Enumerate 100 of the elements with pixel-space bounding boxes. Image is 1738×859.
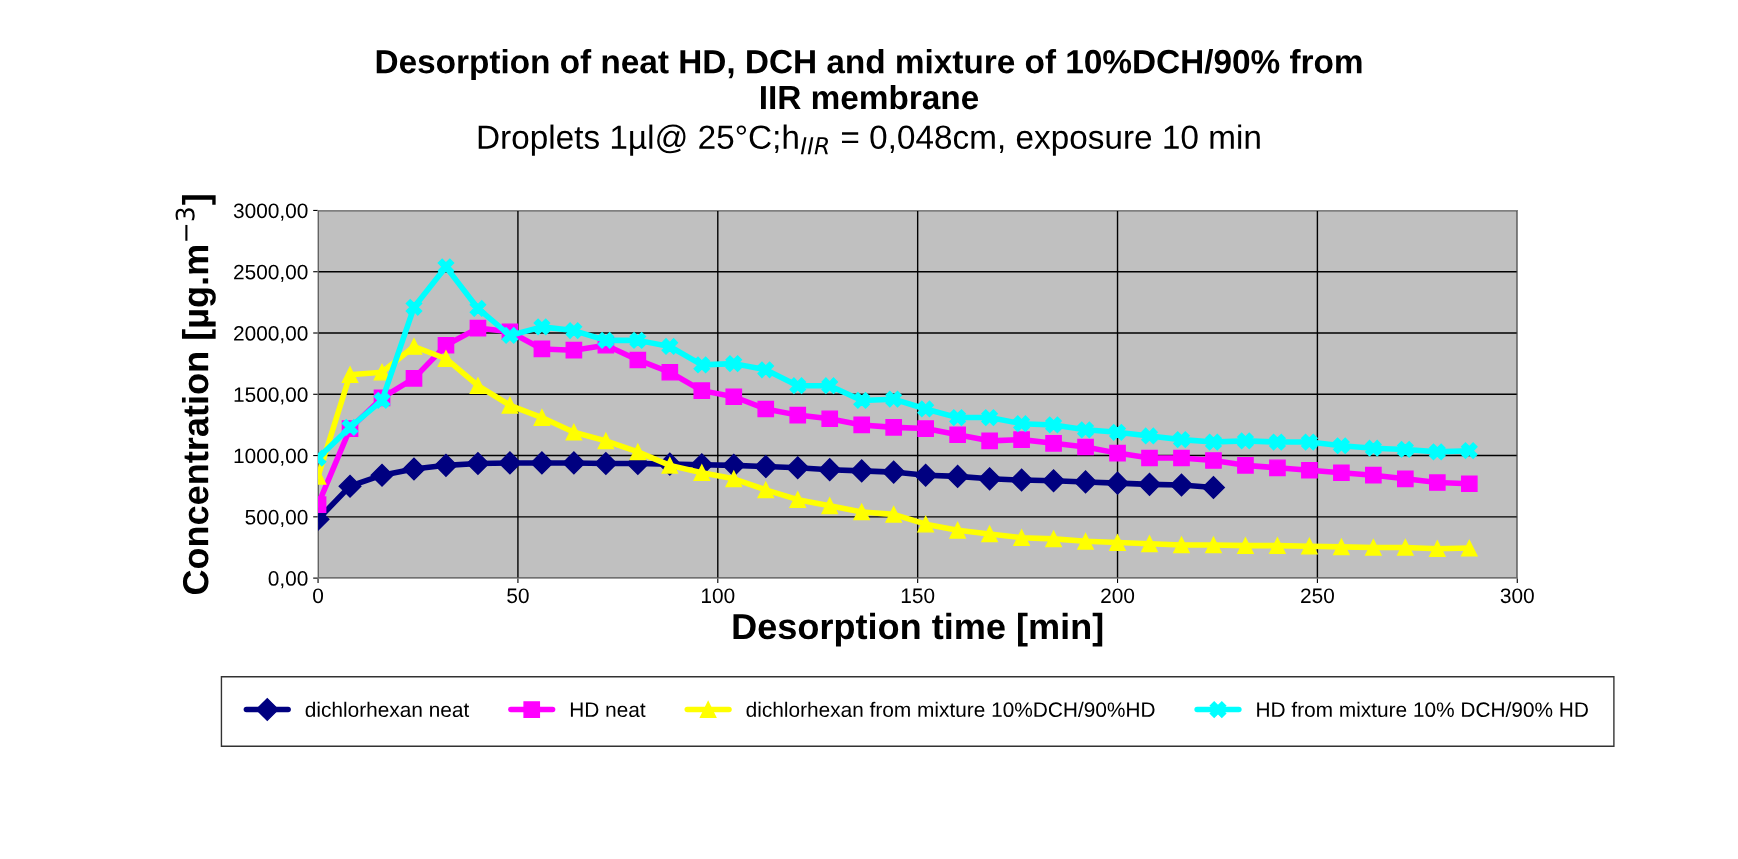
point — [725, 388, 743, 406]
point — [789, 491, 807, 509]
point — [949, 426, 966, 444]
legend-label: dichlorhexan neat — [305, 701, 470, 718]
point — [853, 416, 871, 434]
x-tick-label: 250 — [1301, 588, 1334, 604]
y-axis-title: Concentration [µg.m$^{−3}$] — [175, 195, 216, 595]
point — [914, 463, 938, 487]
point — [882, 460, 906, 484]
point — [917, 420, 934, 437]
point — [1237, 457, 1254, 474]
point — [949, 409, 966, 426]
point — [1460, 539, 1478, 557]
point — [821, 410, 839, 428]
point — [1397, 539, 1414, 556]
point — [1077, 533, 1094, 550]
point — [757, 481, 775, 499]
point — [1269, 537, 1286, 554]
point — [1269, 433, 1286, 451]
point — [1397, 441, 1414, 458]
legend-label: HD neat — [570, 702, 646, 718]
x-tick-label: 300 — [1500, 588, 1534, 604]
point — [1141, 535, 1158, 553]
point — [466, 452, 490, 476]
point — [1201, 475, 1225, 499]
point — [722, 453, 746, 477]
point — [821, 377, 839, 395]
point — [1365, 439, 1382, 457]
point — [1109, 423, 1126, 441]
point — [1237, 432, 1254, 450]
point — [1141, 427, 1158, 445]
point — [597, 432, 615, 450]
point — [501, 327, 519, 344]
point — [661, 338, 679, 355]
point — [1045, 530, 1062, 548]
point — [1205, 536, 1222, 554]
point — [1428, 474, 1446, 491]
point — [1042, 469, 1066, 493]
point — [1301, 433, 1318, 451]
y-tick-label: 1500,00 — [234, 387, 308, 405]
point — [818, 458, 842, 482]
point — [565, 322, 583, 339]
point — [402, 457, 426, 481]
legend-label: dichlorhexan from mixture 10%DCH/90%HD — [746, 701, 1155, 718]
point — [565, 341, 583, 359]
y-tick-label: 2000,00 — [234, 326, 308, 344]
point — [437, 336, 455, 354]
point — [917, 400, 934, 418]
point — [533, 318, 551, 336]
point — [562, 451, 586, 475]
legend-label: HD from mixture 10% DCH/90% HD — [1257, 701, 1588, 718]
point — [978, 467, 1002, 491]
point — [1013, 529, 1030, 546]
point — [469, 300, 487, 317]
point — [469, 319, 487, 337]
point — [1045, 416, 1062, 434]
point — [1333, 464, 1350, 482]
point — [530, 451, 554, 475]
x-tick-label: 100 — [702, 588, 735, 604]
point — [594, 452, 618, 476]
point — [850, 459, 874, 483]
point — [981, 432, 998, 450]
point — [917, 515, 934, 533]
point — [341, 366, 359, 384]
y-tick-label: 1000,00 — [234, 448, 308, 466]
point — [1169, 473, 1193, 497]
point — [469, 377, 487, 395]
point — [981, 409, 998, 426]
point — [885, 419, 903, 436]
point — [533, 340, 551, 358]
x-tick-label: 150 — [901, 588, 935, 604]
point — [498, 451, 522, 475]
point — [597, 332, 615, 349]
point — [533, 409, 551, 426]
point — [757, 400, 775, 418]
x-tick-label: 200 — [1101, 588, 1135, 604]
y-tick-label: 2500,00 — [234, 264, 308, 282]
point — [565, 423, 583, 441]
point — [1109, 534, 1126, 551]
y-tick-label: 0,00 — [268, 571, 308, 589]
point — [1460, 442, 1478, 459]
point — [1205, 452, 1222, 469]
point — [501, 396, 519, 414]
point — [370, 463, 394, 487]
point — [405, 370, 423, 387]
point — [1428, 443, 1446, 461]
point — [629, 351, 647, 369]
point — [1173, 431, 1190, 448]
point — [437, 258, 455, 276]
x-axis-title: Desorption time [min] — [733, 612, 1103, 647]
point — [1428, 540, 1446, 558]
point — [1365, 466, 1382, 484]
point — [1141, 449, 1158, 467]
y-tick-label: 500,00 — [245, 509, 308, 528]
point — [725, 355, 743, 372]
point — [757, 361, 775, 379]
point — [693, 356, 711, 374]
point — [1010, 468, 1034, 492]
chart-title: Desorption of neat HD, DCH and mixture of 10%DCH/90% from IIR membrane — [376, 48, 1362, 110]
chart-subtitle: Droplets 1µl@ 25°C;h$_{IIR}$ = 0,048cm, exposure 10 min — [478, 124, 1260, 156]
